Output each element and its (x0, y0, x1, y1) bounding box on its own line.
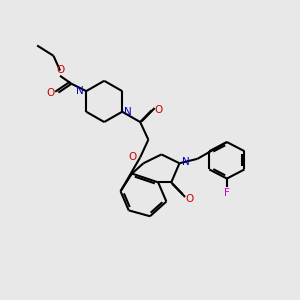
Text: O: O (129, 152, 137, 162)
Text: O: O (185, 194, 194, 204)
Text: N: N (182, 157, 190, 167)
Text: F: F (224, 188, 230, 198)
Text: O: O (56, 65, 64, 76)
Text: O: O (46, 88, 54, 98)
Text: O: O (155, 105, 163, 115)
Text: N: N (124, 107, 132, 117)
Text: N: N (76, 86, 84, 96)
